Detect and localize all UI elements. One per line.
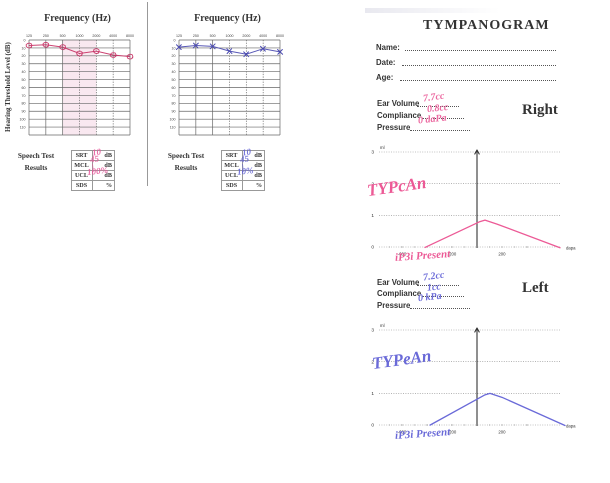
svg-text:1: 1 [371, 391, 374, 397]
svg-text:ml: ml [380, 323, 385, 328]
svg-text:dapa: dapa [566, 423, 576, 428]
svg-text:dapa: dapa [566, 245, 576, 250]
svg-text:0: 0 [371, 245, 374, 251]
svg-text:ml: ml [380, 145, 385, 150]
svg-text:0: 0 [371, 423, 374, 429]
svg-text:200: 200 [498, 430, 506, 435]
svg-text:3: 3 [371, 150, 374, 156]
svg-text:1: 1 [371, 213, 374, 219]
svg-text:200: 200 [498, 252, 506, 257]
svg-text:3: 3 [371, 328, 374, 334]
